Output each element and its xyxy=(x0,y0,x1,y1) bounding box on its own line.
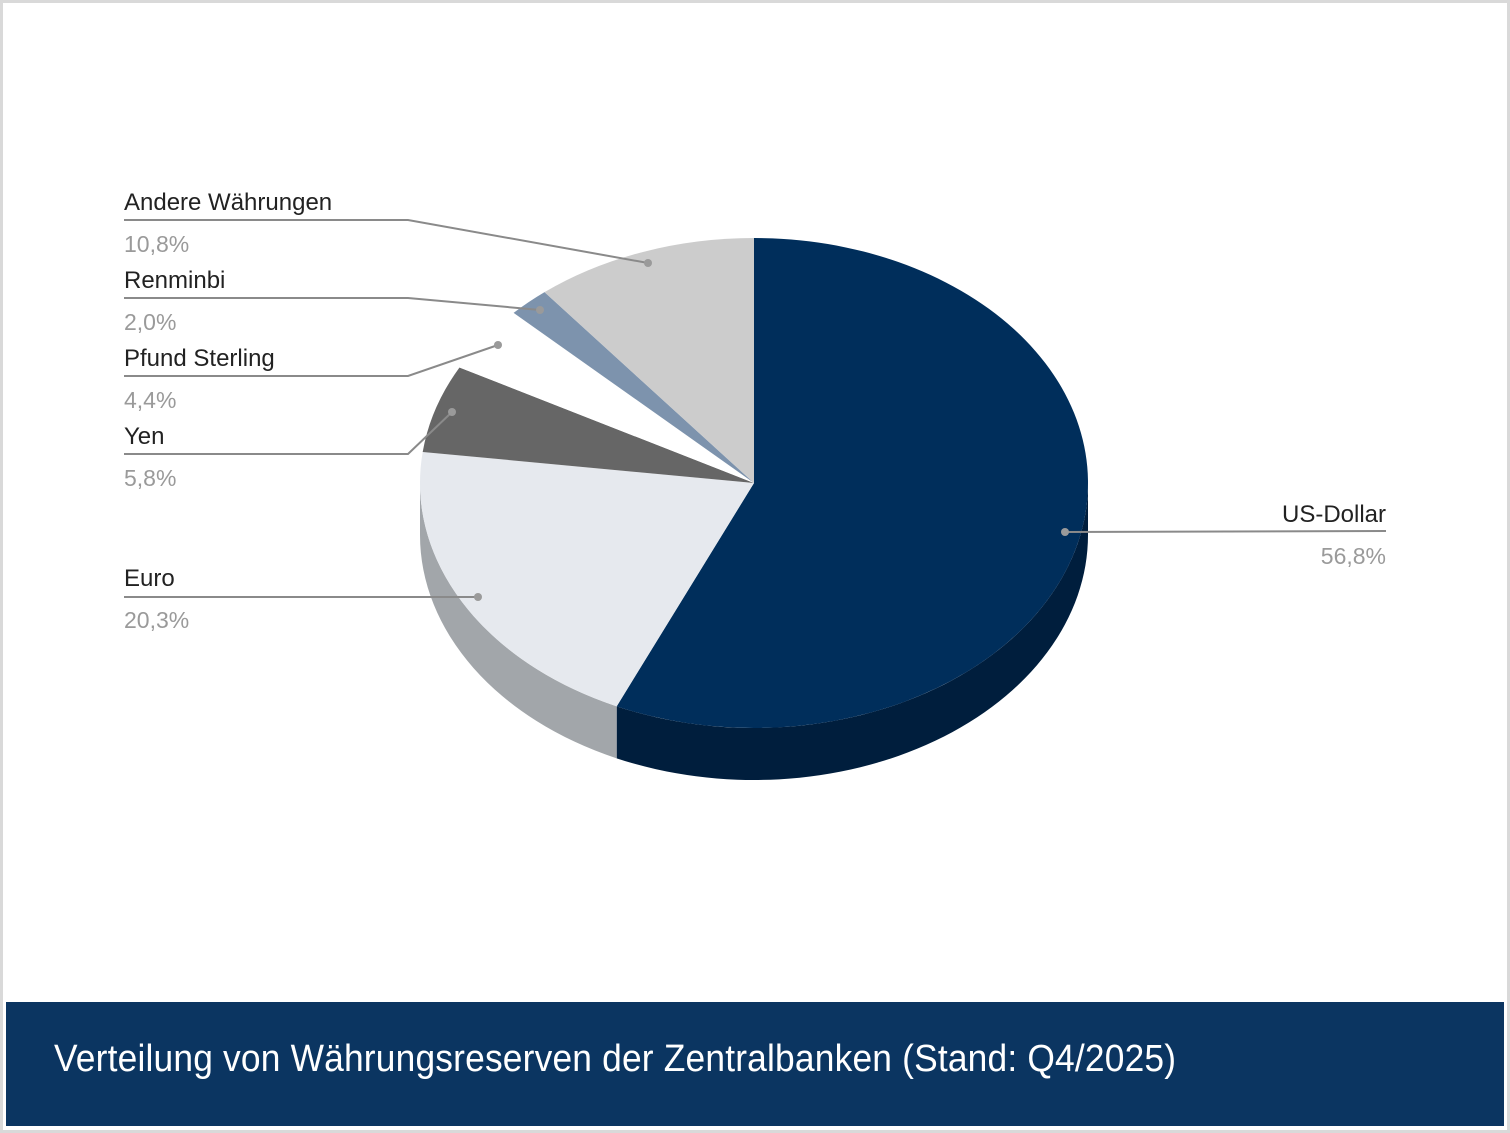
leader-dot-euro xyxy=(474,593,482,601)
slice-label-yen: Yen xyxy=(124,423,165,450)
pie-slice-yen xyxy=(422,367,754,483)
pie-slice-renminbi xyxy=(513,292,754,483)
pie-slice-andere-waehrungen xyxy=(544,238,754,483)
leader-dot-renminbi xyxy=(536,306,544,314)
slice-value-us-dollar: 56,8% xyxy=(1321,543,1386,569)
pie-slice-us-dollar xyxy=(616,238,1089,729)
slice-value-renminbi: 2,0% xyxy=(124,309,176,335)
leader-dot-pfund-sterling xyxy=(494,341,502,349)
chart-title: Verteilung von Währungsreserven der Zent… xyxy=(54,1038,1177,1080)
slice-label-pfund-sterling: Pfund Sterling xyxy=(124,345,275,372)
leader-line-yen xyxy=(124,411,453,455)
leader-dot-andere-waehrungen xyxy=(644,259,652,267)
pie-leader-lines xyxy=(124,219,1387,601)
slice-label-euro: Euro xyxy=(124,565,175,592)
leader-line-pfund-sterling xyxy=(124,344,499,377)
leader-line-andere-waehrungen xyxy=(124,219,649,264)
pie-side-us-dollar xyxy=(616,483,1088,780)
title-bar: Verteilung von Währungsreserven der Zent… xyxy=(6,1002,1504,1126)
leader-dot-us-dollar xyxy=(1061,528,1069,536)
pie-slice-euro xyxy=(420,451,754,707)
leader-dot-yen xyxy=(448,408,456,416)
leader-line-us-dollar xyxy=(1064,530,1387,533)
slice-label-renminbi: Renminbi xyxy=(124,267,225,294)
slice-value-pfund-sterling: 4,4% xyxy=(124,387,176,413)
pie-slices xyxy=(420,238,1089,729)
slice-value-andere-waehrungen: 10,8% xyxy=(124,231,189,257)
slice-value-yen: 5,8% xyxy=(124,465,176,491)
pie-slice-pfund-sterling xyxy=(459,312,754,483)
leader-line-renminbi xyxy=(124,297,541,311)
pie-side-euro xyxy=(420,483,617,759)
slice-label-us-dollar: US-Dollar xyxy=(1282,501,1386,528)
pie-labels: US-Dollar 56,8% Euro 20,3% Yen 5,8% Pfund Ster… xyxy=(124,189,1386,633)
slice-value-euro: 20,3% xyxy=(124,607,189,633)
slice-label-andere-waehrungen: Andere Währungen xyxy=(124,189,332,216)
pie-sides xyxy=(420,483,1088,780)
